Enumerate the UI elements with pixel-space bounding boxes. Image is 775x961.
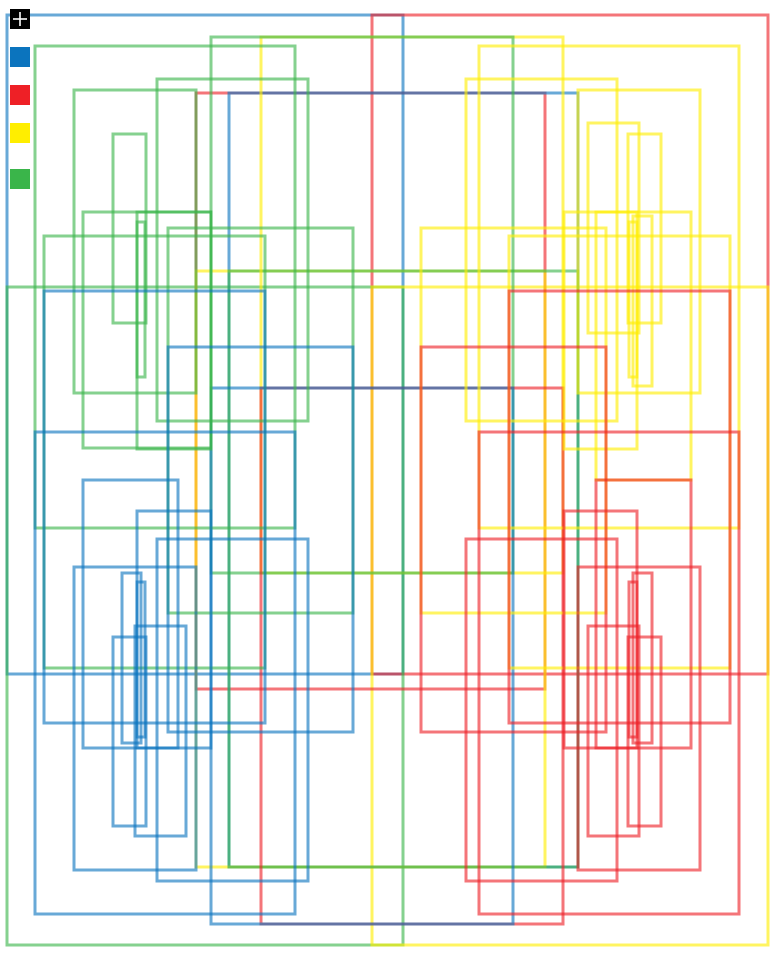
yellow-rectangle[interactable] xyxy=(562,210,639,451)
yellow-rectangle[interactable] xyxy=(627,220,639,379)
red-rectangle[interactable] xyxy=(464,537,619,883)
blue-rectangle[interactable] xyxy=(135,509,213,750)
yellow-rectangle[interactable] xyxy=(576,88,702,395)
red-rectangle[interactable] xyxy=(576,565,702,872)
green-rectangle[interactable] xyxy=(33,44,297,530)
blue-rectangle[interactable] xyxy=(5,13,405,676)
plus-icon xyxy=(13,12,27,26)
red-rectangle[interactable] xyxy=(594,478,693,750)
green-rectangle[interactable] xyxy=(209,35,515,575)
color-swatch-blue[interactable] xyxy=(10,47,30,67)
green-rectangle[interactable] xyxy=(5,285,405,947)
red-rectangle[interactable] xyxy=(477,430,741,916)
yellow-rectangle[interactable] xyxy=(259,35,565,575)
green-rectangle[interactable] xyxy=(72,88,198,395)
blue-rectangle[interactable] xyxy=(72,565,198,872)
blue-rectangle[interactable] xyxy=(120,571,143,745)
add-button[interactable] xyxy=(10,9,30,29)
green-rectangle[interactable] xyxy=(135,220,147,379)
yellow-rectangle[interactable] xyxy=(464,77,619,423)
yellow-rectangle[interactable] xyxy=(507,234,732,670)
blue-rectangle[interactable] xyxy=(133,624,188,838)
red-rectangle[interactable] xyxy=(507,289,732,725)
blue-rectangle[interactable] xyxy=(81,478,180,750)
blue-rectangle[interactable] xyxy=(135,580,147,739)
yellow-rectangle[interactable] xyxy=(370,285,770,947)
yellow-rectangle[interactable] xyxy=(631,214,654,388)
red-rectangle[interactable] xyxy=(631,571,654,745)
color-swatch-red[interactable] xyxy=(10,85,30,105)
red-rectangle[interactable] xyxy=(627,580,639,739)
red-rectangle[interactable] xyxy=(562,509,639,750)
red-rectangle[interactable] xyxy=(259,386,565,926)
blue-rectangle[interactable] xyxy=(33,430,297,916)
blue-rectangle[interactable] xyxy=(155,537,310,883)
green-rectangle[interactable] xyxy=(135,210,213,451)
blue-rectangle[interactable] xyxy=(209,386,515,926)
red-rectangle[interactable] xyxy=(370,13,770,676)
green-rectangle[interactable] xyxy=(155,77,310,423)
color-swatch-green[interactable] xyxy=(10,169,30,189)
yellow-rectangle[interactable] xyxy=(477,44,741,530)
yellow-rectangle[interactable] xyxy=(594,210,693,482)
blue-rectangle[interactable] xyxy=(42,289,267,725)
red-rectangle[interactable] xyxy=(586,624,641,838)
green-rectangle[interactable] xyxy=(111,132,148,325)
green-rectangle[interactable] xyxy=(42,234,267,670)
color-swatch-yellow[interactable] xyxy=(10,123,30,143)
